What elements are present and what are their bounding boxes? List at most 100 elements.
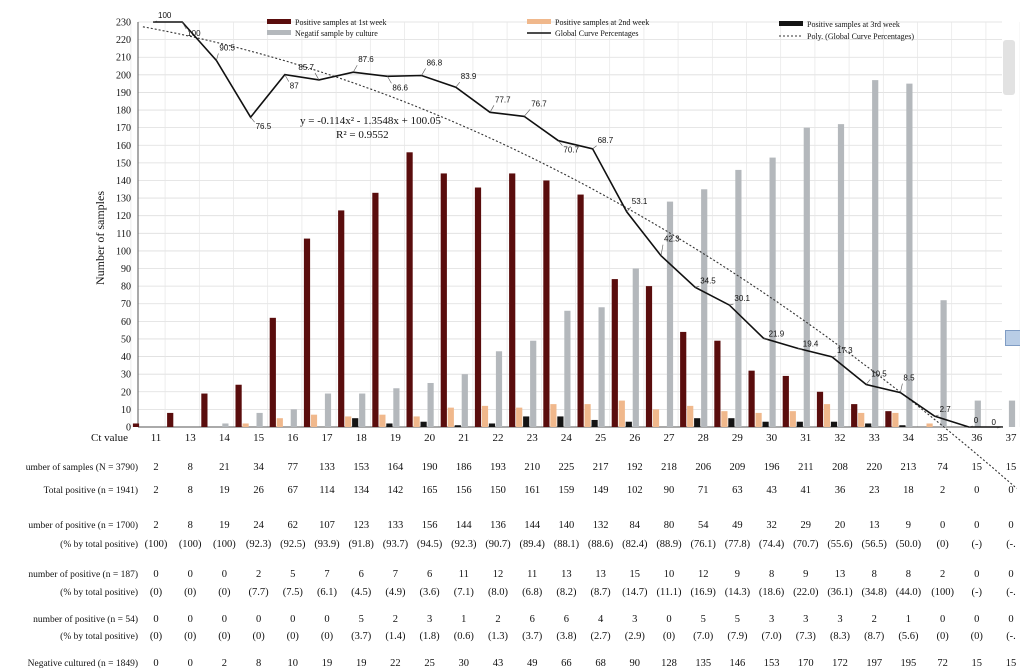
table-cell-8-12: 66 xyxy=(561,658,572,669)
curve-label-16: 87 xyxy=(290,82,299,91)
table-cell-3-24: (-) xyxy=(972,539,983,550)
curve-label-leader-34 xyxy=(900,383,903,393)
bar-first_week-18 xyxy=(338,210,345,427)
bar-second_week-24 xyxy=(550,404,557,427)
table-cell-2-19: 29 xyxy=(801,520,812,531)
table-cell-6-10: 2 xyxy=(495,614,500,625)
bar-negative-19 xyxy=(393,388,400,427)
bar-second_week-34 xyxy=(892,412,899,427)
table-cell-5-9: (7.1) xyxy=(454,587,475,598)
side-tab-icon[interactable] xyxy=(1005,330,1020,346)
table-cell-6-6: 5 xyxy=(359,614,364,625)
table-cell-7-13: (2.7) xyxy=(591,631,612,642)
table-cell-7-3: (0) xyxy=(252,631,265,642)
curve-label-14: 90.5 xyxy=(219,43,235,52)
table-cell-2-14: 84 xyxy=(630,520,641,531)
curve-label-31: 19.4 xyxy=(803,339,819,348)
bar-second_week-27 xyxy=(652,409,660,427)
table-cell-1-21: 23 xyxy=(869,485,880,496)
table-cell-0-13: 217 xyxy=(593,462,609,473)
bar-third_week-22 xyxy=(488,423,496,427)
table-cell-1-24: 0 xyxy=(974,485,979,496)
table-cell-6-19: 3 xyxy=(803,614,808,625)
table-row-label-5: (% by total positive) xyxy=(60,587,138,598)
bar-third_week-23 xyxy=(523,416,530,427)
table-cell-3-16: (76.1) xyxy=(691,539,717,550)
curve-label-18: 87.6 xyxy=(358,55,374,64)
table-cell-2-16: 54 xyxy=(698,520,709,531)
table-cell-0-14: 192 xyxy=(627,462,643,473)
table-cell-0-12: 225 xyxy=(559,462,575,473)
bar-third_week-26 xyxy=(625,421,632,427)
bar-negative-26 xyxy=(632,268,639,427)
table-cell-7-0: (0) xyxy=(150,631,163,642)
legend-swatch-negative xyxy=(267,30,291,35)
curve-label-24: 70.7 xyxy=(563,146,579,155)
curve-label-19: 86.6 xyxy=(392,83,408,92)
grid-lines xyxy=(130,21,1020,428)
table-cell-7-20: (8.3) xyxy=(830,631,851,642)
table-cell-5-20: (36.1) xyxy=(827,587,853,598)
table-cell-4-22: 8 xyxy=(906,569,911,580)
scrollbar[interactable] xyxy=(1003,40,1015,95)
table-cell-2-6: 123 xyxy=(353,520,369,531)
bar-first_week-14 xyxy=(201,393,208,427)
curve-label-leader-11 xyxy=(152,20,158,23)
table-cell-7-11: (3.7) xyxy=(522,631,543,642)
table-cell-0-21: 220 xyxy=(866,462,882,473)
table-cell-1-25: 0 xyxy=(1008,485,1013,496)
bar-first_week-25 xyxy=(577,194,584,427)
table-cell-0-19: 211 xyxy=(798,462,813,473)
curve-label-33: 10.5 xyxy=(871,369,887,378)
bar-first_week-24 xyxy=(543,180,550,427)
curve-label-leader-27 xyxy=(660,244,664,256)
bar-third_week-32 xyxy=(830,421,838,427)
x-tick-24: 24 xyxy=(561,432,573,444)
bar-first_week-21 xyxy=(440,173,447,427)
table-cell-3-21: (56.5) xyxy=(862,539,888,550)
table-cell-3-4: (92.5) xyxy=(280,539,306,550)
table-cell-0-8: 190 xyxy=(422,462,438,473)
curve-label-17: 85.7 xyxy=(298,63,314,72)
table-cell-3-10: (90.7) xyxy=(485,539,511,550)
table-cell-4-2: 0 xyxy=(222,569,227,580)
table-cell-5-0: (0) xyxy=(150,587,163,598)
bar-first_week-32 xyxy=(816,391,824,427)
table-cell-1-18: 43 xyxy=(766,485,777,496)
x-tick-25: 25 xyxy=(595,432,607,444)
table-cell-7-7: (1.4) xyxy=(385,631,406,642)
table-cell-0-3: 34 xyxy=(253,462,264,473)
table-cell-5-15: (11.1) xyxy=(657,587,682,598)
curve-label-leader-18 xyxy=(352,65,358,73)
x-tick-31: 31 xyxy=(800,432,811,444)
x-tick-14: 14 xyxy=(219,432,231,444)
table-cell-0-16: 206 xyxy=(695,462,711,473)
trendline-path xyxy=(142,26,1018,489)
bar-second_week-29 xyxy=(721,411,728,427)
table-cell-3-15: (88.9) xyxy=(656,539,682,550)
bar-third_week-29 xyxy=(728,418,735,427)
table-cell-1-4: 67 xyxy=(288,485,299,496)
bar-first_week-17 xyxy=(303,238,311,427)
bar-third_week-19 xyxy=(386,423,393,427)
table-cell-6-0: 0 xyxy=(153,614,158,625)
table-cell-4-11: 11 xyxy=(527,569,537,580)
table-cell-0-6: 153 xyxy=(353,462,369,473)
legend: Positive samples at 1st week Positive sam… xyxy=(267,18,914,41)
curve-label-32: 17.3 xyxy=(837,346,853,355)
bar-second_week-16 xyxy=(276,418,283,427)
table-row-label-7: (% by total positive) xyxy=(60,631,138,642)
table-cell-0-11: 210 xyxy=(524,462,540,473)
y-tick-140: 140 xyxy=(116,176,131,187)
bar-first_week-31 xyxy=(782,375,789,427)
table-cell-1-13: 149 xyxy=(593,485,609,496)
table-cell-7-1: (0) xyxy=(184,631,197,642)
table-cell-3-23: (0) xyxy=(936,539,949,550)
table-cell-4-13: 13 xyxy=(595,569,606,580)
table-cell-5-7: (4.9) xyxy=(385,587,406,598)
table-cell-1-2: 19 xyxy=(219,485,230,496)
bar-first_week-28 xyxy=(680,331,687,427)
legend-label-curve: Global Curve Percentages xyxy=(555,29,639,38)
x-tick-17: 17 xyxy=(322,432,334,444)
table-cell-2-25: 0 xyxy=(1008,520,1013,531)
